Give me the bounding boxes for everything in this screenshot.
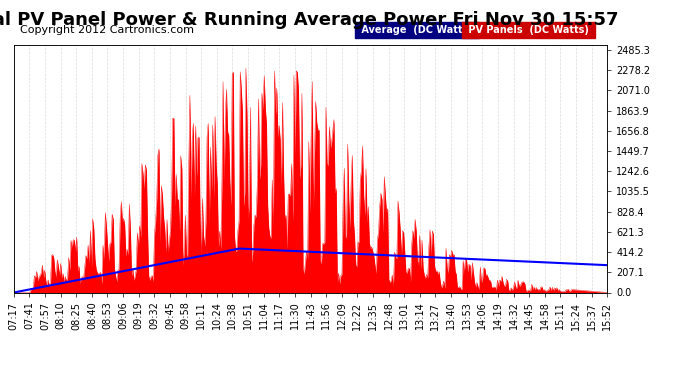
Text: Copyright 2012 Cartronics.com: Copyright 2012 Cartronics.com: [20, 25, 194, 35]
Text: PV Panels  (DC Watts): PV Panels (DC Watts): [465, 25, 592, 35]
Text: Average  (DC Watts): Average (DC Watts): [358, 25, 476, 35]
Text: Total PV Panel Power & Running Average Power Fri Nov 30 15:57: Total PV Panel Power & Running Average P…: [0, 11, 618, 29]
